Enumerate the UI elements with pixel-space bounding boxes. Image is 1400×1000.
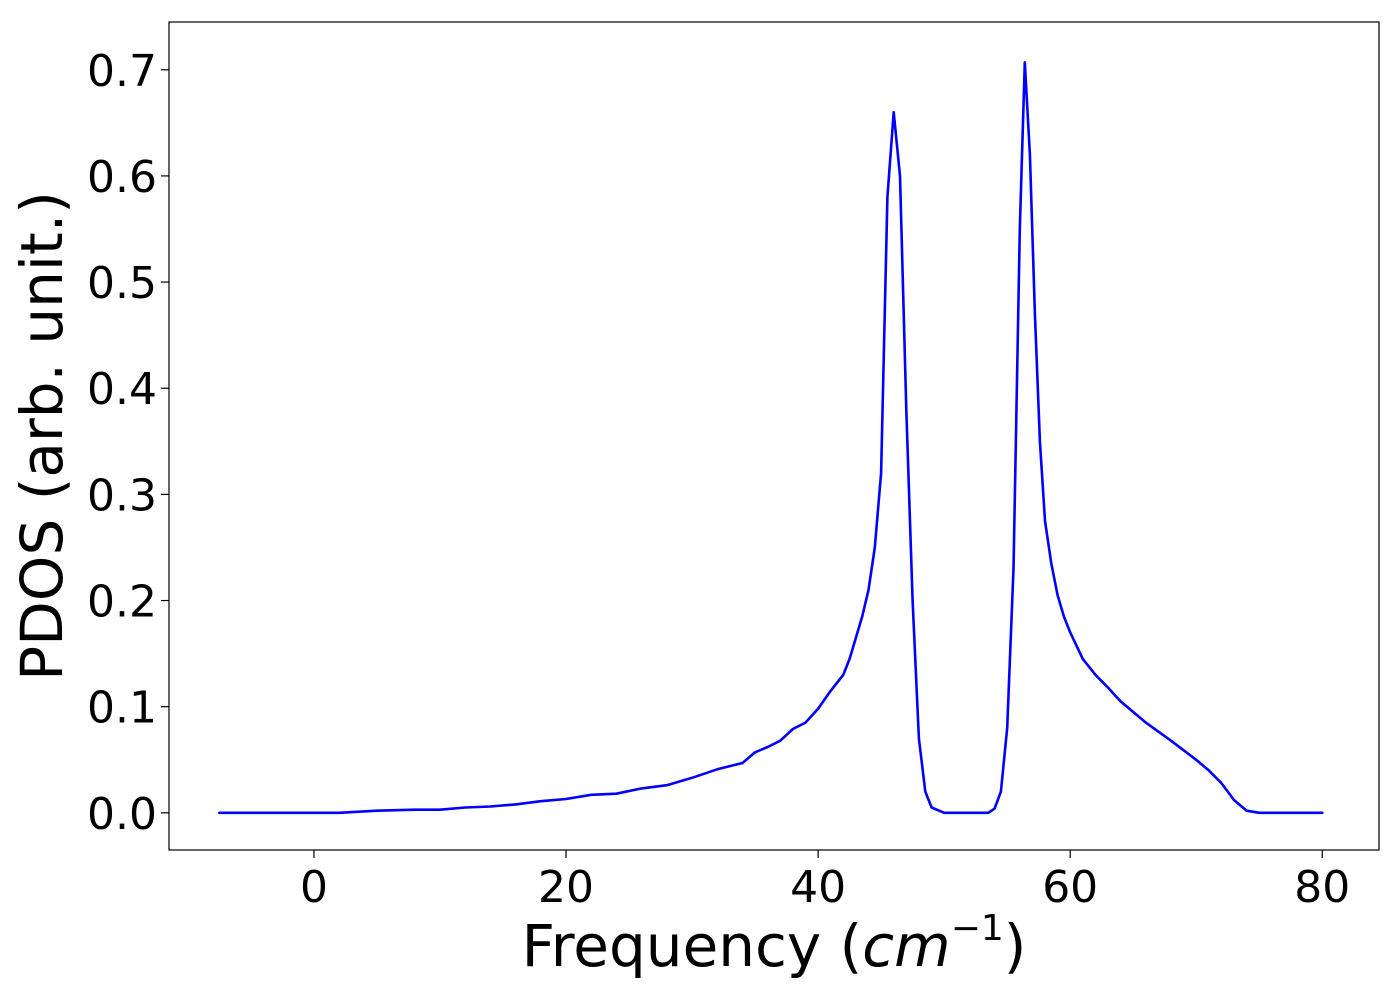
x-tick-label: 80	[1294, 862, 1350, 913]
y-axis-label: PDOS (arb. unit.)	[8, 191, 76, 681]
y-tick-label: 0.4	[87, 364, 157, 415]
y-tick-label: 0.5	[87, 258, 157, 309]
y-tick-label: 0.3	[87, 470, 157, 521]
x-tick-label: 20	[538, 862, 594, 913]
x-tick-label: 0	[300, 862, 328, 913]
x-tick-label: 40	[790, 862, 846, 913]
y-tick-label: 0.0	[87, 789, 157, 840]
y-tick-label: 0.6	[87, 152, 157, 203]
plot-frame	[168, 21, 1380, 851]
y-tick-label: 0.7	[87, 46, 157, 97]
y-tick-label: 0.2	[87, 577, 157, 628]
pdos-series-line	[218, 61, 1324, 815]
y-tick-label: 0.1	[87, 683, 157, 734]
x-axis-label: Frequency (cm−1)	[522, 908, 1027, 980]
tick-group: 0 20 40 60 80 0.0 0.1 0.2 0.3 0.4 0.5 0.6 0.7	[87, 46, 1350, 913]
x-tick-label: 60	[1042, 862, 1098, 913]
